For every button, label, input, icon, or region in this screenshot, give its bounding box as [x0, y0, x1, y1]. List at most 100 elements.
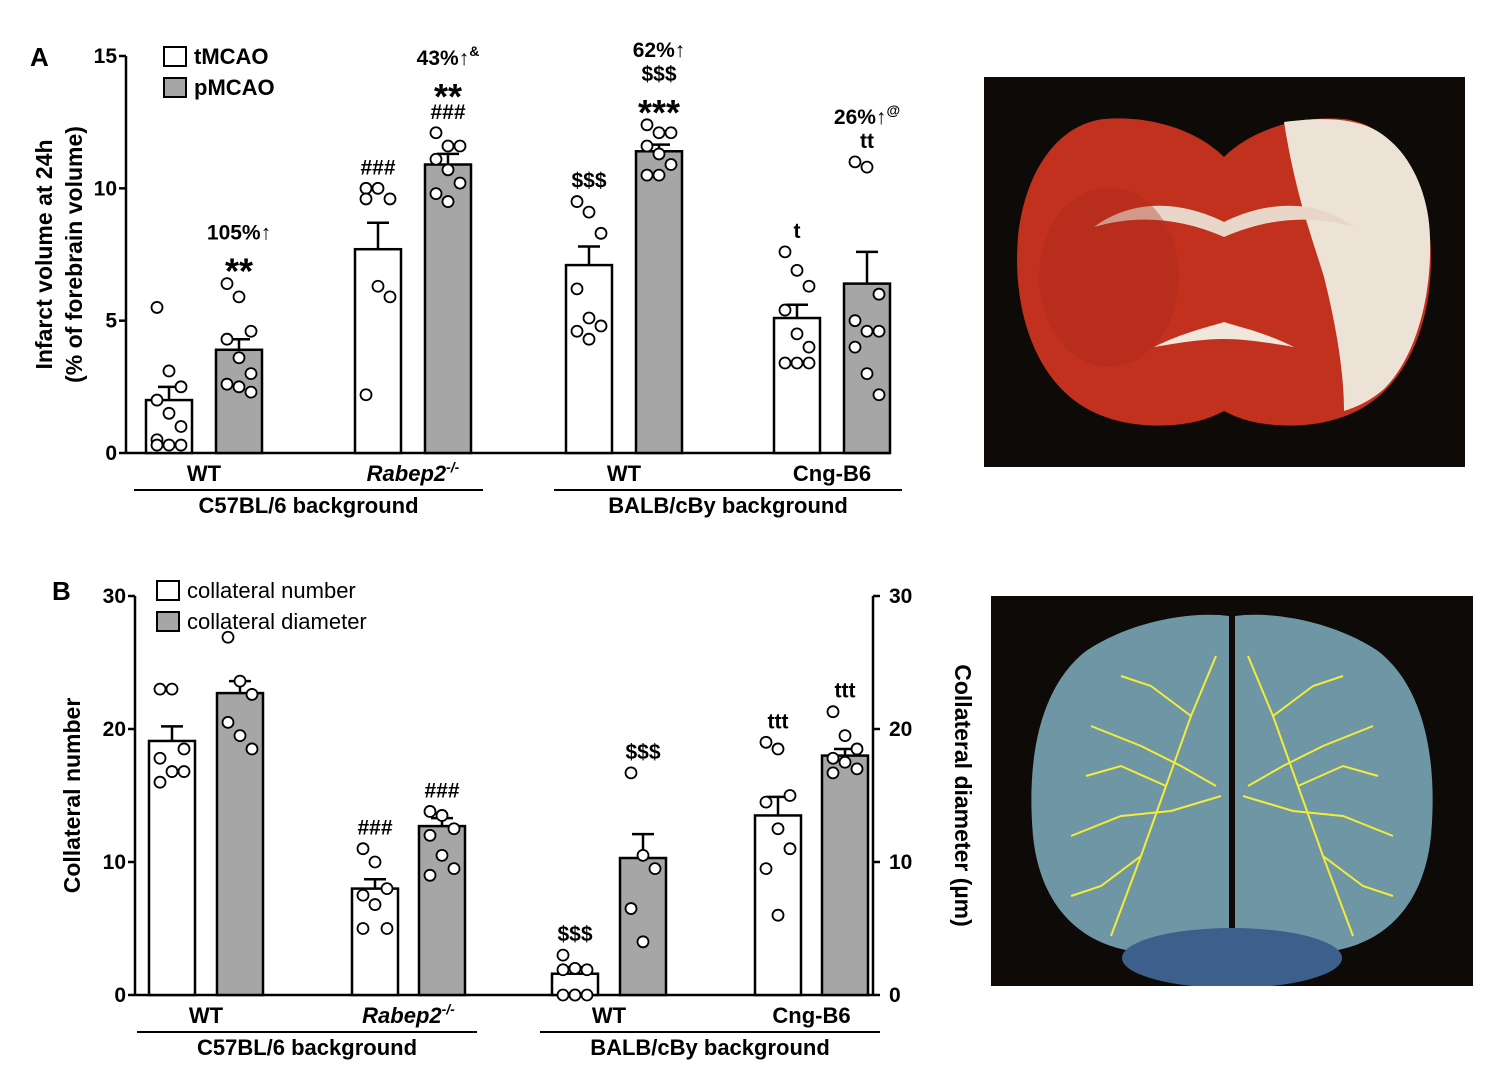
data-point	[174, 438, 188, 452]
data-point	[860, 367, 874, 381]
data-point	[850, 742, 864, 756]
data-point	[380, 922, 394, 935]
collateral-vessel	[1090, 725, 1217, 787]
data-point	[838, 755, 852, 769]
significance-label: **	[434, 76, 462, 117]
ventricle	[1154, 322, 1294, 347]
data-point	[435, 848, 449, 862]
data-point	[826, 751, 840, 765]
data-point	[441, 163, 455, 177]
group-label: Cng-B6	[772, 1003, 850, 1028]
group-label: Rabep2-/-	[362, 1001, 455, 1028]
data-point	[759, 735, 773, 749]
significance-label: $$$	[571, 170, 606, 193]
data-point	[652, 168, 666, 182]
data-point	[165, 682, 179, 696]
data-point	[441, 139, 455, 153]
legend-label: pMCAO	[194, 75, 275, 100]
data-point	[453, 139, 467, 153]
data-point	[872, 388, 886, 402]
significance-label: $$$	[641, 63, 676, 86]
y-tick-label: 10	[103, 851, 126, 874]
data-point	[802, 279, 816, 293]
significance-label: 26%↑@	[834, 102, 900, 129]
data-point	[860, 324, 874, 338]
data-point	[636, 935, 650, 949]
data-point	[826, 766, 840, 780]
bar-1-0	[214, 348, 264, 455]
significance-label: ###	[424, 779, 459, 802]
significance-label: ###	[360, 156, 395, 179]
data-point	[778, 245, 792, 259]
data-point	[783, 789, 797, 802]
bar-1-1	[423, 163, 473, 455]
data-point	[383, 290, 397, 304]
data-point	[652, 147, 666, 161]
data-point	[582, 205, 596, 219]
data-point	[636, 848, 650, 862]
data-point	[356, 922, 370, 935]
data-point	[220, 332, 234, 346]
significance-label: 43%↑&	[417, 43, 480, 70]
data-point	[221, 715, 235, 729]
significance-label: ###	[430, 101, 465, 124]
data-point	[359, 181, 373, 195]
data-point	[778, 303, 792, 317]
brain-surface-photo	[991, 596, 1473, 988]
data-point	[872, 324, 886, 338]
bar-0-3	[753, 814, 803, 997]
data-point	[356, 888, 370, 902]
data-point	[556, 948, 570, 962]
significance-label: ###	[357, 817, 392, 840]
data-point	[582, 311, 596, 325]
data-point	[759, 795, 773, 809]
data-point	[582, 332, 596, 346]
collateral-vessel	[1242, 795, 1394, 837]
y-tick-label: 15	[94, 45, 118, 68]
data-point	[860, 160, 874, 174]
panel-label: A	[30, 42, 49, 72]
brain-slice-image	[984, 77, 1465, 467]
data-point	[165, 765, 179, 778]
data-point	[150, 438, 164, 452]
brain-surface-image	[991, 596, 1473, 988]
data-point	[771, 742, 785, 756]
data-point	[356, 842, 370, 856]
collateral-vessel	[1272, 675, 1344, 717]
data-point	[447, 822, 461, 836]
data-point	[245, 688, 259, 701]
data-point	[221, 630, 235, 644]
data-point	[664, 126, 678, 140]
data-point	[162, 438, 176, 452]
y-axis-title: Infarct volume at 24h	[31, 139, 57, 369]
significance-label: ***	[638, 92, 680, 133]
data-point	[802, 356, 816, 370]
data-point	[233, 674, 247, 688]
data-point	[556, 963, 570, 977]
data-point	[174, 420, 188, 433]
data-point	[771, 908, 785, 922]
y-tick-label: 20	[103, 718, 126, 741]
data-point	[664, 158, 678, 171]
data-point	[153, 775, 167, 789]
data-point	[423, 805, 437, 818]
legend-label: collateral diameter	[187, 609, 367, 634]
legend-label: collateral number	[187, 578, 356, 603]
y-right-tick-label: 0	[889, 984, 901, 1007]
data-point	[162, 406, 176, 420]
background-label: BALB/cBy background	[608, 493, 848, 518]
group-label: WT	[592, 1003, 627, 1028]
data-point	[771, 822, 785, 836]
significance-label: tt	[860, 130, 874, 153]
data-point	[244, 367, 258, 381]
data-point	[802, 340, 816, 354]
significance-label: **	[225, 251, 253, 292]
significance-label: ttt	[835, 680, 856, 703]
left-hemisphere	[1031, 614, 1229, 956]
data-point	[232, 380, 246, 394]
data-point	[233, 729, 247, 743]
data-point	[435, 809, 449, 822]
legend-label: tMCAO	[194, 44, 269, 69]
collateral-vessel	[1297, 764, 1379, 787]
